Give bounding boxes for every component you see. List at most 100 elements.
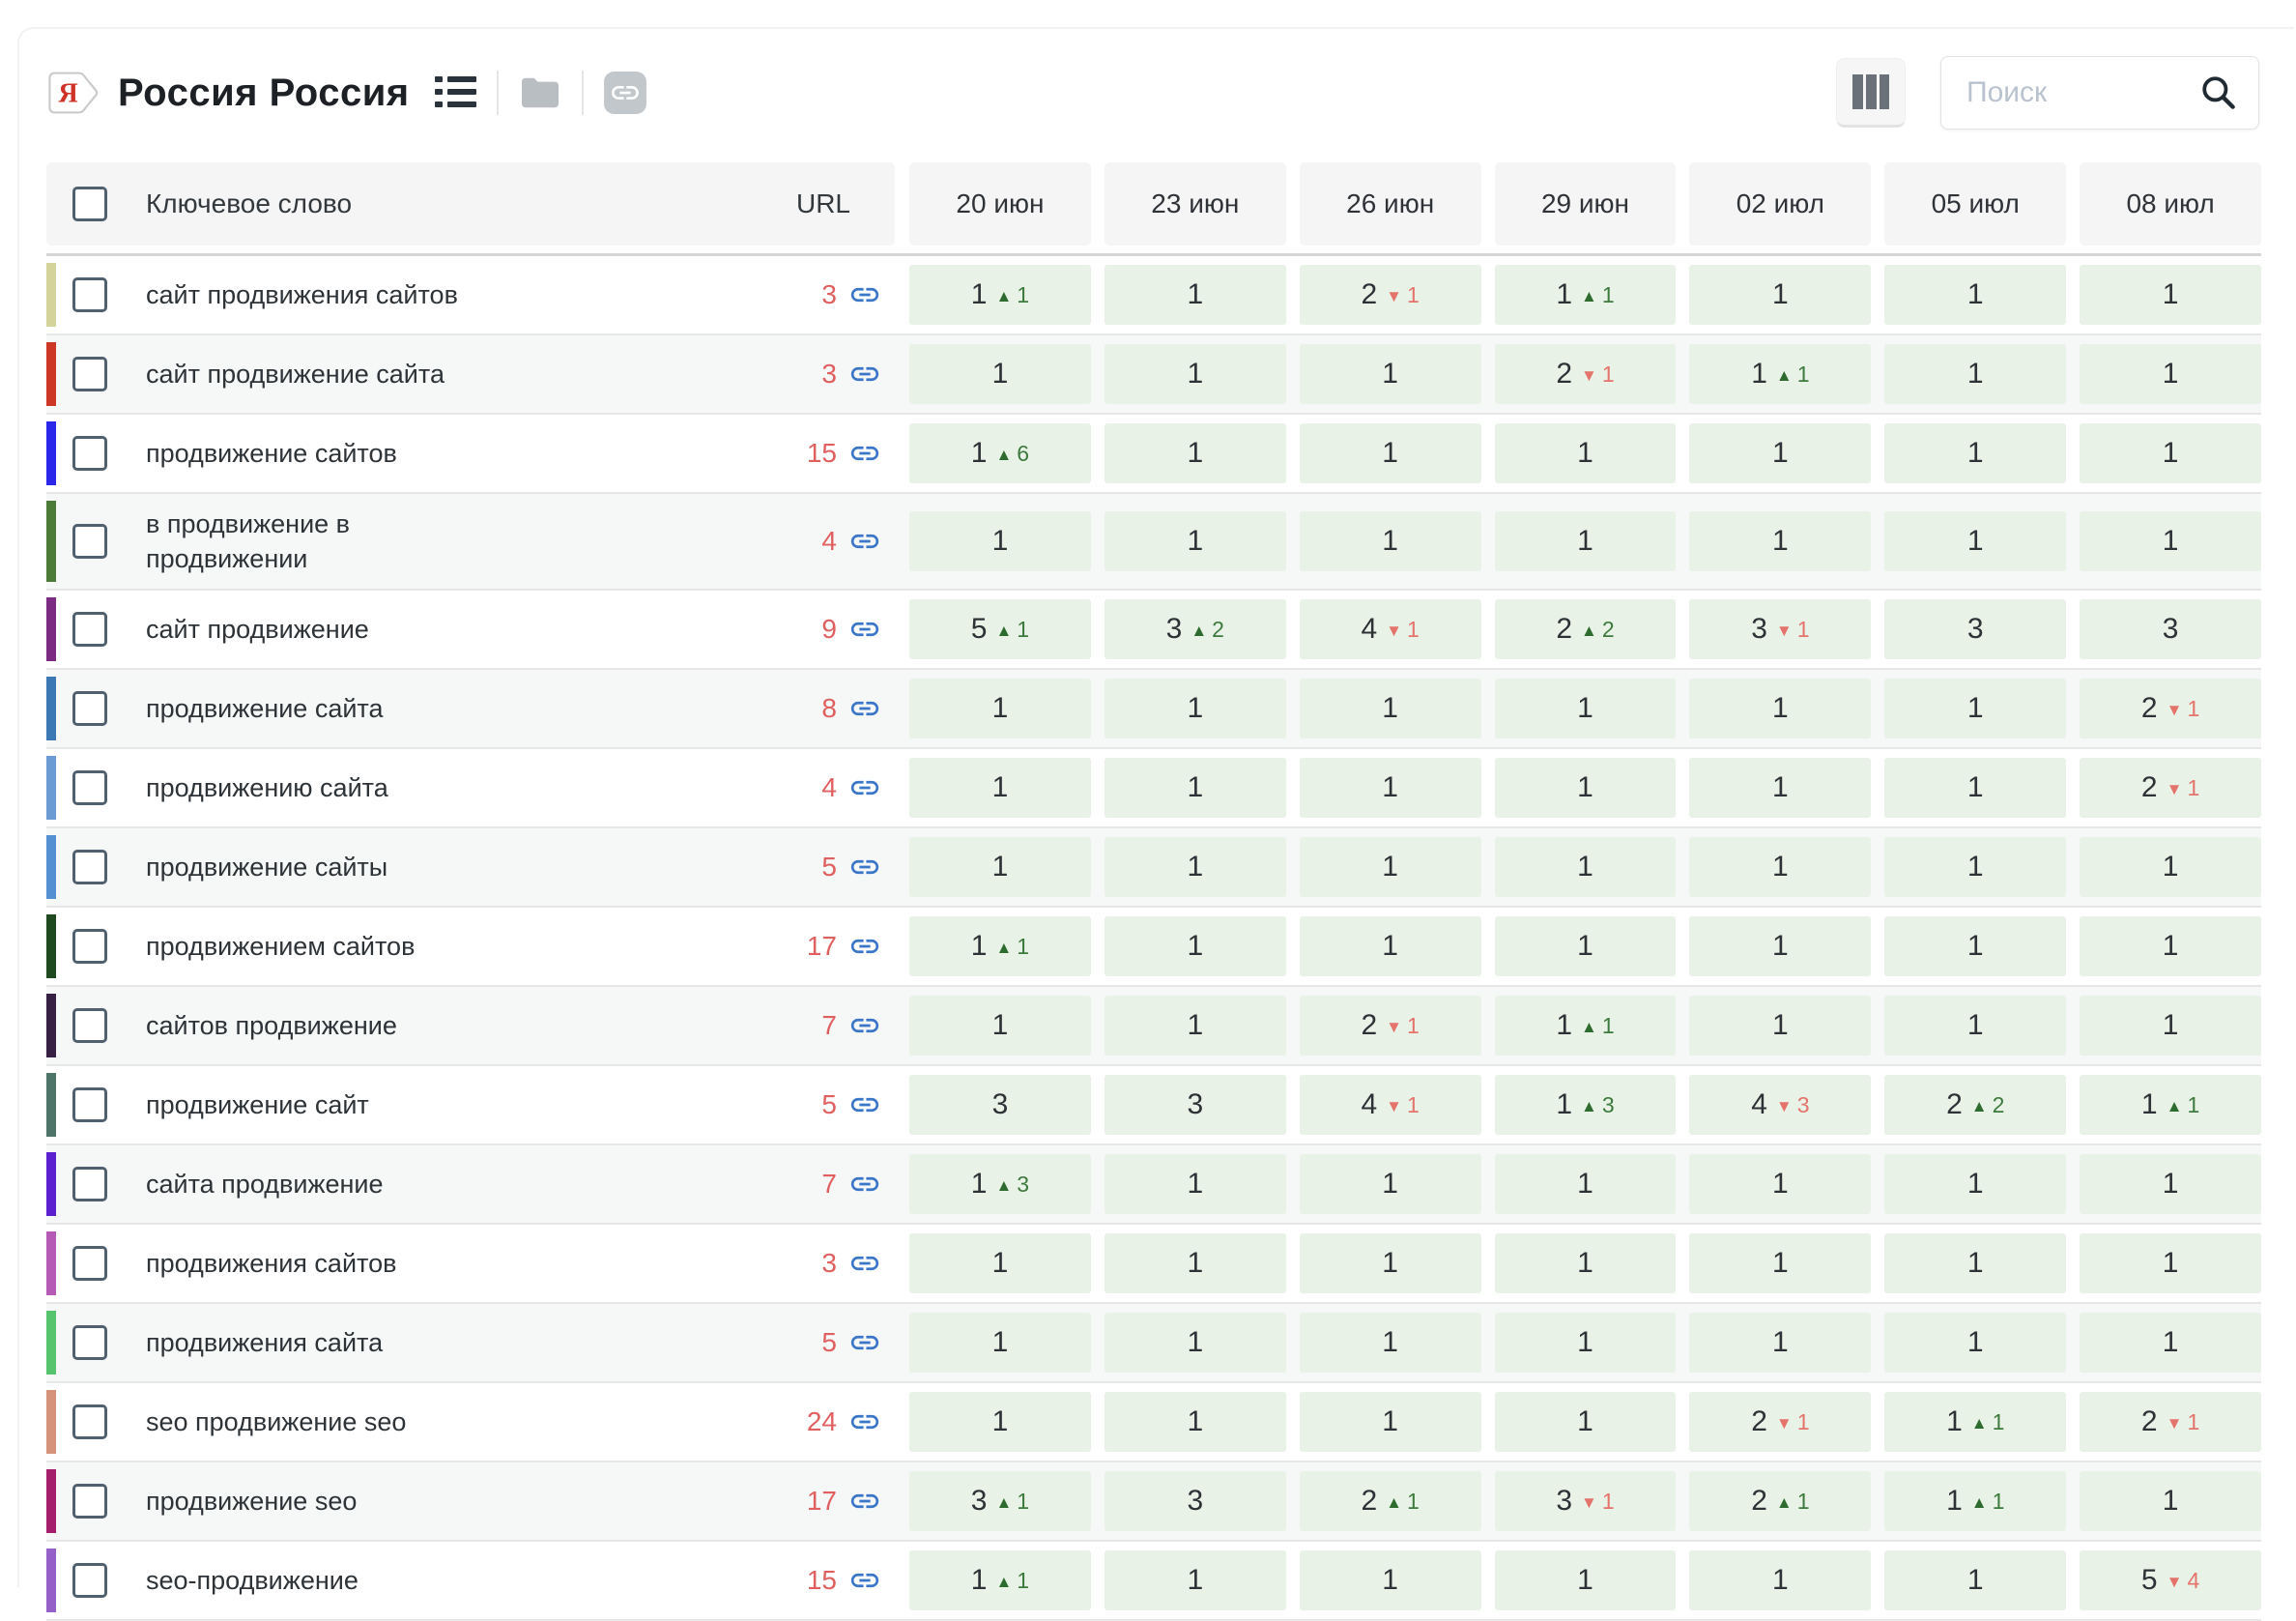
row-checkbox[interactable] — [72, 1087, 107, 1122]
date-header[interactable]: 20 июн — [909, 162, 1091, 246]
url-link-icon[interactable] — [848, 278, 881, 311]
keyword-label: сайтов продвижение — [146, 1010, 397, 1040]
trend-delta: 3 — [1796, 1091, 1810, 1117]
position-cell: 1 — [1104, 1154, 1286, 1214]
row-checkbox[interactable] — [72, 1484, 107, 1519]
url-link-icon[interactable] — [848, 930, 881, 963]
position-value: 1 — [1577, 1247, 1593, 1279]
position-value: 1 — [991, 1247, 1009, 1279]
position-cell: 1 — [1494, 758, 1677, 818]
links-button[interactable] — [603, 71, 647, 115]
url-count[interactable]: 8 — [821, 693, 837, 723]
search-icon[interactable] — [2200, 74, 2237, 111]
date-header[interactable]: 23 июн — [1104, 162, 1286, 246]
position-value: 2 — [1946, 1088, 1963, 1120]
url-link-icon[interactable] — [848, 358, 881, 391]
url-link-icon[interactable] — [848, 851, 881, 883]
date-header[interactable]: 02 июл — [1689, 162, 1872, 246]
position-cell: 1 — [1104, 679, 1286, 738]
select-all-checkbox[interactable] — [72, 187, 107, 221]
url-link-icon[interactable] — [848, 771, 881, 804]
position-value: 2 — [1361, 278, 1378, 310]
position-value: 1 — [1382, 1405, 1398, 1437]
position-value: 2 — [1556, 358, 1573, 390]
date-header[interactable]: 26 июн — [1299, 162, 1481, 246]
url-link-icon[interactable] — [848, 437, 881, 470]
url-link-icon[interactable] — [848, 1088, 881, 1121]
url-group: 15 — [807, 1564, 895, 1597]
url-count[interactable]: 15 — [806, 1565, 837, 1595]
position-cell: 1 — [1689, 511, 1872, 571]
url-count[interactable]: 3 — [821, 1248, 837, 1278]
row-checkbox[interactable] — [72, 436, 107, 471]
position-cell: 2 2 — [1884, 1075, 2067, 1135]
position-value: 2 — [1361, 1009, 1378, 1041]
row-checkbox[interactable] — [72, 1167, 107, 1201]
url-link-icon[interactable] — [848, 1405, 881, 1438]
row-checkbox[interactable] — [72, 357, 107, 391]
folder-button[interactable] — [518, 74, 562, 111]
position-cell: 1 — [1494, 1313, 1677, 1373]
position-value: 1 — [991, 525, 1009, 557]
search-input[interactable] — [1941, 76, 2200, 109]
trend-arrow-icon — [995, 1574, 1012, 1590]
url-link-icon[interactable] — [848, 1485, 881, 1518]
list-view-button[interactable] — [434, 75, 477, 110]
position-cell: 1 — [909, 344, 1091, 404]
url-count[interactable]: 3 — [821, 359, 837, 389]
row-left: seo продвижение seo 24 — [46, 1383, 895, 1461]
url-count[interactable]: 3 — [821, 279, 837, 309]
url-count[interactable]: 7 — [821, 1169, 837, 1199]
position-cell: 1 — [2080, 916, 2262, 976]
position-value: 1 — [1966, 1168, 1984, 1200]
url-count[interactable]: 17 — [806, 1486, 837, 1516]
row-checkbox[interactable] — [72, 1246, 107, 1281]
row-checkbox[interactable] — [72, 850, 107, 884]
url-link-icon[interactable] — [848, 1009, 881, 1042]
trend-arrow-icon — [2167, 1415, 2183, 1432]
columns-button[interactable] — [1836, 58, 1906, 128]
url-count[interactable]: 5 — [821, 1327, 837, 1357]
trend-delta: 1 — [1017, 1488, 1030, 1514]
url-link-icon[interactable] — [848, 1247, 881, 1280]
row-checkbox[interactable] — [72, 929, 107, 964]
position-cells: 1 1 1 1 1 1 2 1 — [909, 679, 2262, 738]
url-link-icon[interactable] — [848, 1564, 881, 1597]
row-checkbox[interactable] — [72, 1563, 107, 1598]
position-cells: 1 1 1 1 1 1 1 5 4 — [909, 1550, 2262, 1610]
date-header[interactable]: 05 июл — [1884, 162, 2067, 246]
trend-arrow-icon — [995, 447, 1012, 463]
date-header[interactable]: 29 июн — [1494, 162, 1677, 246]
url-count[interactable]: 15 — [806, 438, 837, 468]
url-count[interactable]: 24 — [806, 1406, 837, 1436]
url-link-icon[interactable] — [848, 692, 881, 725]
url-count[interactable]: 5 — [821, 852, 837, 882]
row-checkbox[interactable] — [72, 691, 107, 726]
url-count[interactable]: 9 — [821, 614, 837, 644]
url-count[interactable]: 5 — [821, 1089, 837, 1119]
row-checkbox[interactable] — [72, 524, 107, 559]
url-count[interactable]: 4 — [821, 526, 837, 556]
url-link-icon[interactable] — [848, 1326, 881, 1359]
position-value: 1 — [1556, 278, 1573, 310]
row-checkbox[interactable] — [72, 612, 107, 647]
topbar-right — [1836, 56, 2259, 130]
row-checkbox[interactable] — [72, 770, 107, 805]
url-count[interactable]: 17 — [806, 931, 837, 961]
row-left: продвижение сайты 5 — [46, 828, 895, 906]
url-count[interactable]: 4 — [821, 772, 837, 802]
row-checkbox[interactable] — [72, 1325, 107, 1360]
trend-delta: 1 — [1601, 1012, 1615, 1038]
table-row: продвижением сайтов 17 1 1 1 1 1 1 1 — [46, 908, 2262, 987]
url-link-icon[interactable] — [848, 525, 881, 558]
row-checkbox[interactable] — [72, 1404, 107, 1439]
url-count[interactable]: 7 — [821, 1010, 837, 1040]
row-color-stripe — [46, 597, 56, 661]
date-header[interactable]: 08 июл — [2080, 162, 2262, 246]
url-link-icon[interactable] — [848, 613, 881, 646]
row-checkbox[interactable] — [72, 277, 107, 312]
url-link-icon[interactable] — [848, 1168, 881, 1201]
position-cells: 1 3 1 1 1 1 1 1 — [909, 1154, 2262, 1214]
table-row: продвижению сайта 4 1 1 1 1 1 1 2 — [46, 749, 2262, 828]
row-checkbox[interactable] — [72, 1008, 107, 1043]
